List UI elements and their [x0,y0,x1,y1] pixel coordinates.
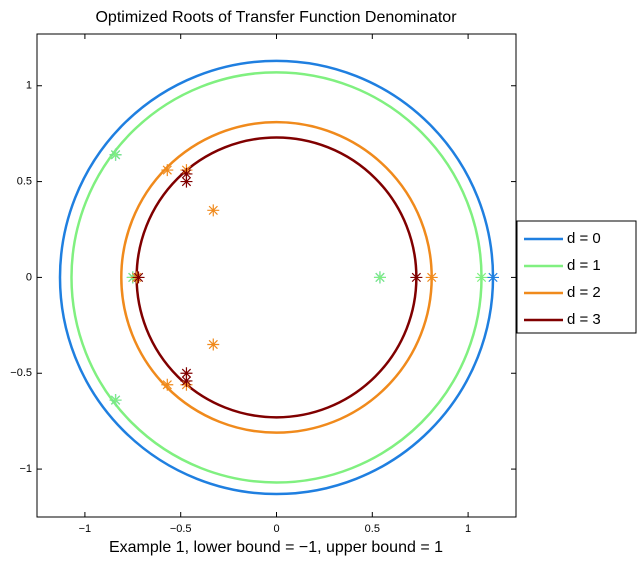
legend-label: d = 1 [567,257,601,274]
root-marker [373,271,386,284]
root-marker [180,175,193,188]
root-marker [109,148,122,161]
chart-title: Optimized Roots of Transfer Function Den… [95,9,457,26]
legend-label: d = 3 [567,311,601,328]
y-tick-label: −1 [19,463,32,475]
root-marker [410,271,423,284]
x-axis-label: Example 1, lower bound = −1, upper bound… [109,539,443,556]
root-marker [180,367,193,380]
y-tick-label: 0.5 [17,175,32,187]
x-tick-label: 0.5 [365,523,380,535]
plot-area [36,33,517,518]
x-tick-label: 0 [273,523,279,535]
x-tick-label: −0.5 [170,523,192,535]
root-marker [425,271,438,284]
root-marker [207,204,220,217]
root-marker [132,271,145,284]
root-marker [487,271,500,284]
root-marker [161,164,174,177]
root-marker [161,378,174,391]
y-tick-label: −0.5 [10,367,32,379]
legend-label: d = 0 [567,230,601,247]
y-tick-label: 0 [26,271,32,283]
legend-label: d = 2 [567,284,601,301]
x-tick-label: 1 [465,523,471,535]
root-marker [180,167,193,180]
root-marker [207,338,220,351]
x-tick-label: −1 [79,523,92,535]
root-marker [475,271,488,284]
root-marker [180,374,193,387]
y-tick-label: 1 [26,80,32,92]
root-marker [109,394,122,407]
